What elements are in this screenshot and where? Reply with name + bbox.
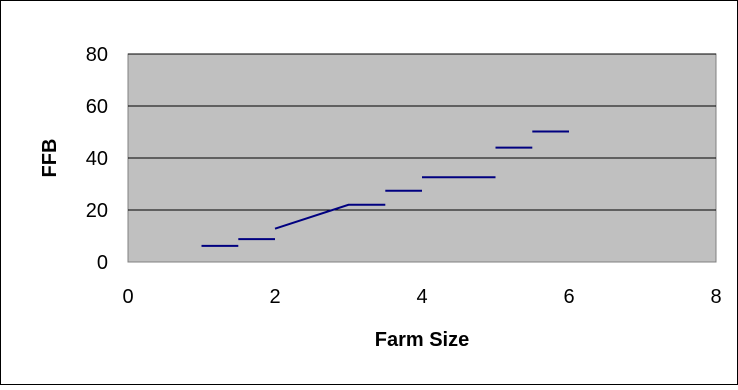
x-tick-label: 4	[416, 286, 427, 308]
y-tick-label: 60	[86, 96, 108, 118]
series-line-segment	[274, 203, 386, 230]
x-axis-tick-labels: 0 2 4 6 8	[122, 286, 721, 308]
series-lines	[201, 130, 569, 247]
gridlines	[128, 53, 716, 211]
y-axis-title: FFB	[39, 139, 61, 178]
x-tick-label: 6	[563, 286, 574, 308]
x-tick-label: 8	[710, 286, 721, 308]
y-tick-label: 20	[86, 200, 108, 222]
y-tick-label: 0	[97, 252, 108, 274]
x-tick-label: 0	[122, 286, 133, 308]
y-axis-tick-labels: 0 20 40 60 80	[86, 44, 108, 274]
x-tick-label: 2	[269, 286, 280, 308]
y-tick-label: 80	[86, 44, 108, 66]
x-axis-title: Farm Size	[375, 329, 469, 351]
y-tick-label: 40	[86, 148, 108, 170]
